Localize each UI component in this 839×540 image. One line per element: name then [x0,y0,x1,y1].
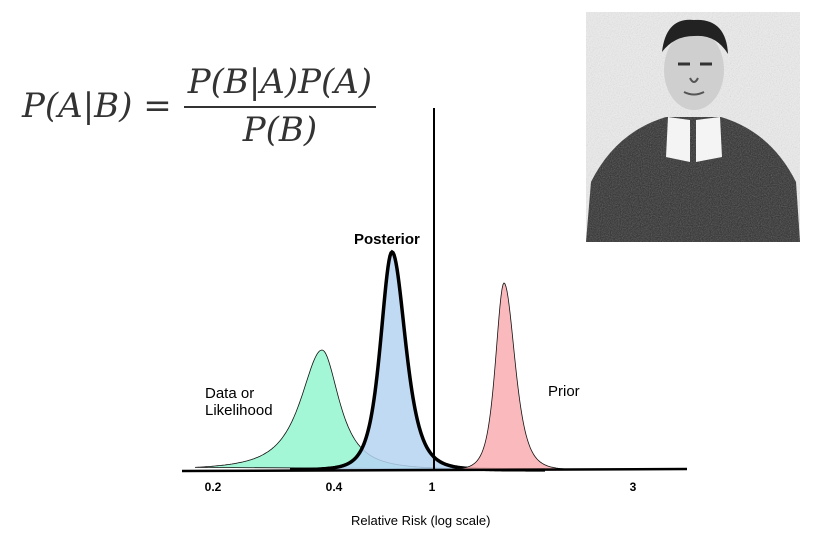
formula-fraction: P(B|A)P(A) P(B) [183,62,377,150]
formula-numerator: P(B|A)P(A) [183,62,377,108]
tick-label: 0.4 [325,480,343,494]
tick-label: 1 [428,480,436,494]
tick-label: 3 [629,480,637,494]
x-axis-label: Relative Risk (log scale) [351,513,491,528]
portrait-image [586,12,800,242]
formula-lhs: P(A|B) = [22,86,172,126]
likelihood-label-line1: Data or [205,385,255,402]
likelihood-label-line2: Likelihood [205,402,273,419]
prior-curve [454,282,601,471]
posterior-label: Posterior [354,231,420,248]
x-axis [181,467,688,473]
bayes-formula: P(A|B) = P(B|A)P(A) P(B) [22,62,377,150]
formula-denominator: P(B) [242,110,318,150]
prior-label: Prior [548,383,580,400]
tick-label: 0.2 [204,480,222,494]
